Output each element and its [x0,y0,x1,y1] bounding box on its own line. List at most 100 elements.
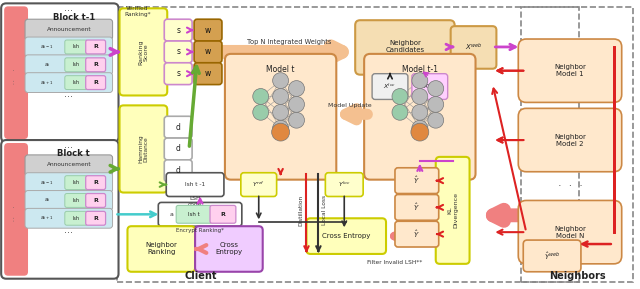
FancyBboxPatch shape [524,240,581,272]
FancyBboxPatch shape [194,63,222,85]
FancyBboxPatch shape [86,58,106,72]
FancyBboxPatch shape [25,208,113,228]
Text: $X^{loc}$: $X^{loc}$ [383,82,397,91]
Text: Model t: Model t [266,65,295,74]
Circle shape [289,81,305,97]
Text: Model Update: Model Update [328,103,372,108]
FancyBboxPatch shape [518,108,621,172]
Text: $Y^{loc}$: $Y^{loc}$ [338,180,351,189]
Text: ·  ·  ·: · · · [557,181,582,191]
Text: $\hat{Y}$: $\hat{Y}$ [413,202,420,213]
Bar [116,7,579,282]
Circle shape [273,104,289,120]
Circle shape [273,120,289,136]
FancyBboxPatch shape [65,40,88,54]
FancyBboxPatch shape [225,54,336,180]
FancyBboxPatch shape [241,173,276,197]
FancyBboxPatch shape [518,201,621,264]
Circle shape [289,112,305,128]
Text: R: R [93,80,98,85]
Text: Top N Integrated Weights: Top N Integrated Weights [248,39,332,45]
FancyBboxPatch shape [86,176,106,190]
Circle shape [412,73,428,88]
Text: w: w [205,47,211,56]
Circle shape [273,73,289,88]
FancyBboxPatch shape [436,157,470,264]
FancyBboxPatch shape [518,39,621,102]
Text: a$_{i+1}$: a$_{i+1}$ [40,79,54,86]
FancyBboxPatch shape [194,19,222,41]
FancyBboxPatch shape [127,226,195,272]
FancyBboxPatch shape [372,74,408,99]
Text: $X^{ref}$: $X^{ref}$ [423,82,436,91]
Text: Local Loss: Local Loss [322,195,327,225]
Text: s: s [176,26,180,35]
Text: ...: ... [64,3,74,13]
Text: Neighbor
Model N: Neighbor Model N [554,226,586,239]
FancyBboxPatch shape [412,74,447,99]
Text: R: R [93,198,98,203]
FancyBboxPatch shape [164,160,192,182]
Text: a$_{i-1}$: a$_{i-1}$ [40,179,54,187]
Text: ...: ... [64,225,74,235]
Text: lsh: lsh [72,216,79,221]
Text: $X^{web}$: $X^{web}$ [465,41,483,53]
Text: Neighbor
Model 1: Neighbor Model 1 [554,64,586,77]
Text: R: R [93,180,98,185]
Text: Neighbor
Candidates: Neighbor Candidates [385,40,424,53]
Text: Block t: Block t [58,149,90,158]
FancyBboxPatch shape [86,76,106,90]
FancyBboxPatch shape [120,8,167,95]
Circle shape [412,120,428,136]
Text: a$_i$: a$_i$ [44,197,50,204]
FancyBboxPatch shape [164,41,192,63]
Text: Block t-1: Block t-1 [52,13,95,22]
Circle shape [412,88,428,104]
Circle shape [411,123,429,141]
FancyBboxPatch shape [451,26,497,69]
FancyBboxPatch shape [25,37,113,57]
FancyBboxPatch shape [164,116,192,138]
FancyBboxPatch shape [195,226,262,272]
Text: lsh: lsh [72,80,79,85]
FancyBboxPatch shape [86,211,106,225]
FancyBboxPatch shape [1,3,118,142]
Text: KL
Divergence: KL Divergence [447,192,458,228]
Text: a: a [170,212,173,217]
FancyBboxPatch shape [395,221,439,247]
Text: ...: ... [64,90,74,99]
FancyBboxPatch shape [4,6,28,139]
Text: Neighbor
Ranking: Neighbor Ranking [145,242,177,255]
Circle shape [428,97,444,112]
FancyBboxPatch shape [86,194,106,208]
Text: R: R [93,45,98,49]
Text: Neighbor
Model 2: Neighbor Model 2 [554,134,586,147]
FancyBboxPatch shape [4,143,28,276]
Text: d: d [176,123,180,132]
FancyBboxPatch shape [65,58,88,72]
Text: Announcement: Announcement [47,162,91,167]
Text: lsh: lsh [72,62,79,67]
FancyBboxPatch shape [166,173,224,197]
Text: lsh: lsh [72,180,79,185]
Text: Neighbors: Neighbors [548,271,605,281]
Text: Model t-1: Model t-1 [402,65,438,74]
Text: a$_{i-1}$: a$_{i-1}$ [40,43,54,51]
Text: a$_{i+1}$: a$_{i+1}$ [40,214,54,222]
Circle shape [428,112,444,128]
Circle shape [289,97,305,112]
FancyBboxPatch shape [25,55,113,75]
Text: lsh: lsh [72,198,79,203]
FancyBboxPatch shape [194,41,222,63]
FancyBboxPatch shape [25,173,113,192]
Text: Encrypt Ranking*: Encrypt Ranking* [176,228,224,233]
FancyBboxPatch shape [65,76,88,90]
Text: $Y^{ref}$: $Y^{ref}$ [252,180,265,189]
Text: lsh t -1: lsh t -1 [185,182,205,187]
Text: Ranking
Score: Ranking Score [138,39,148,65]
Text: R: R [221,212,225,217]
Circle shape [253,104,269,120]
Text: R: R [93,62,98,67]
Text: LSH
code: LSH code [188,196,202,207]
Text: Cross
Entropy: Cross Entropy [215,242,243,255]
